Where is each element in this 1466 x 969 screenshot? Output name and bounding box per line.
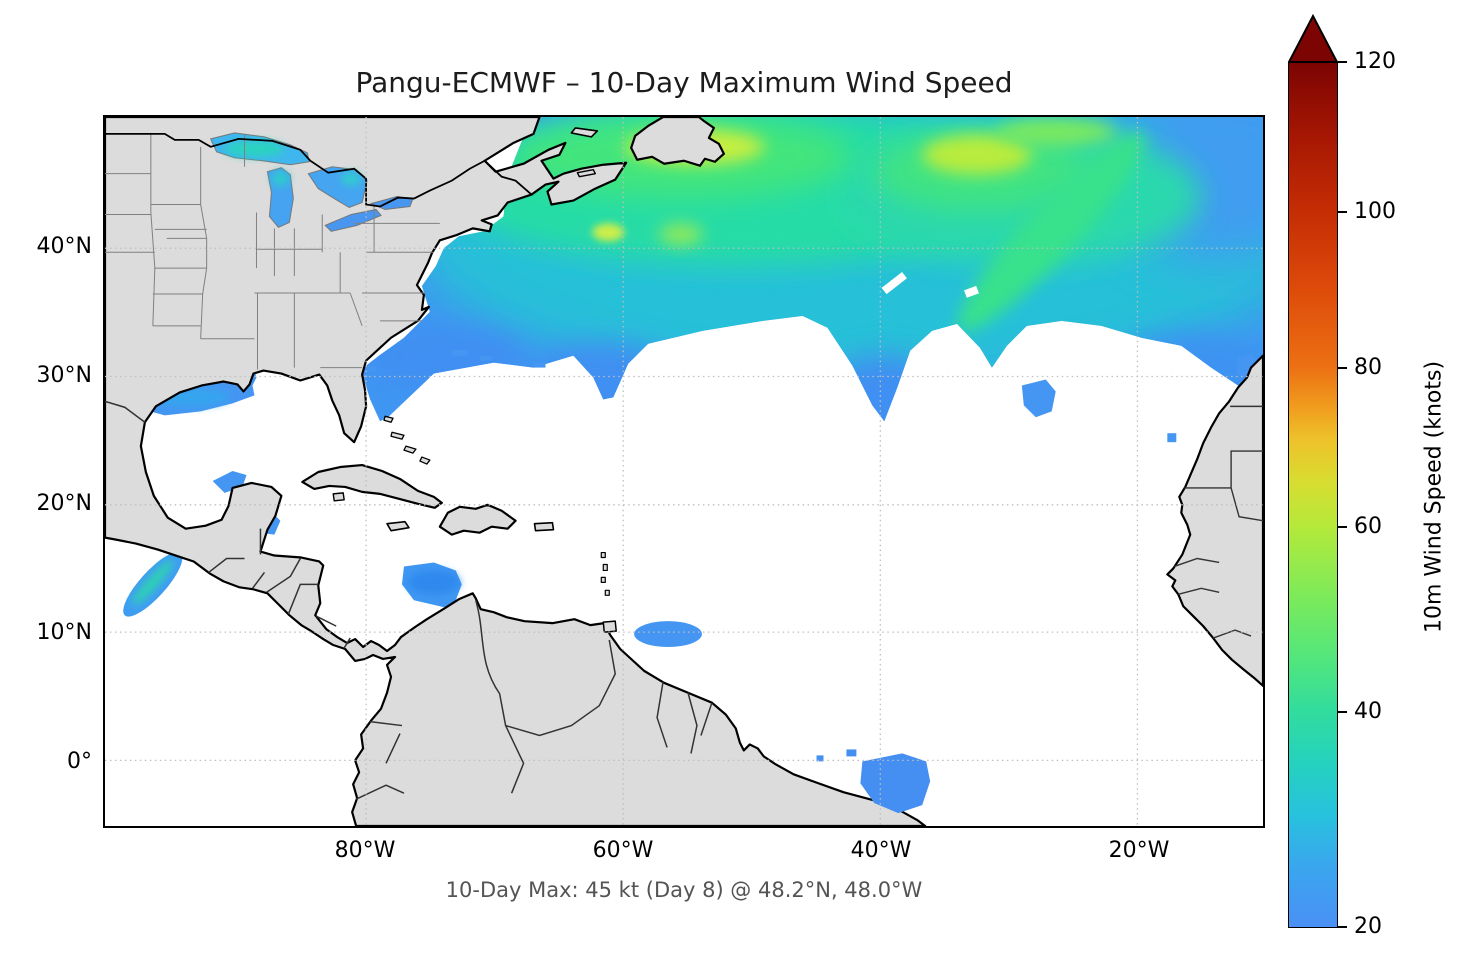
- land-anticosti-island: [570, 127, 599, 138]
- colorbar-tick-label-20: 20: [1354, 914, 1382, 939]
- y-tick-label-10n: 10°N: [36, 620, 92, 645]
- map-plot-area: [103, 115, 1265, 828]
- gridlines: [105, 117, 1263, 826]
- land-africa: [1166, 354, 1263, 687]
- colorbar-gradient: [1288, 62, 1338, 928]
- x-tick-label-80w: 80°W: [334, 838, 396, 863]
- land-newfoundland: [630, 117, 725, 167]
- land-masses: [105, 117, 1263, 826]
- max-wind-caption: 10-Day Max: 45 kt (Day 8) @ 48.2°N, 48.0…: [445, 878, 923, 902]
- wind-patch-madeira: [1021, 379, 1056, 418]
- land-prince-edward-island: [576, 169, 597, 178]
- colorbar-tick-label-60: 60: [1354, 514, 1382, 539]
- land-lesser-antilles: [600, 551, 610, 596]
- land-jamaica: [386, 520, 410, 532]
- colorbar-tick: [1338, 526, 1347, 528]
- colorbar-tick: [1338, 61, 1347, 63]
- y-tick-label-20n: 20°N: [36, 491, 92, 516]
- state-borders: [105, 132, 440, 370]
- land-bahamas: [383, 415, 431, 465]
- lake-erie: [324, 208, 382, 232]
- colorbar-tick-label-40: 40: [1354, 699, 1382, 724]
- x-tick-label-20w: 20°W: [1108, 838, 1170, 863]
- map-canvas: [105, 117, 1263, 826]
- wind-patch-brazil-coast: [860, 753, 931, 814]
- colorbar-tick-label-120: 120: [1354, 49, 1396, 74]
- great-lakes: [209, 132, 414, 232]
- colorbar-axis-label: 10m Wind Speed (knots): [1421, 360, 1447, 634]
- wind-field-atlantic: [362, 117, 1263, 422]
- country-borders-america: [105, 400, 713, 800]
- y-tick-label-40n: 40°N: [36, 234, 92, 259]
- land-isle-of-youth: [332, 492, 345, 502]
- canada-us-border: [105, 133, 533, 208]
- wind-patch-tehuantepec-jet: [123, 552, 183, 617]
- colorbar-extend-arrow: [1288, 14, 1338, 63]
- x-tick-label-40w: 40°W: [850, 838, 912, 863]
- colorbar-tick: [1338, 711, 1347, 713]
- y-tick-label-0: 0°: [67, 749, 92, 774]
- y-tick-label-30n: 30°N: [36, 363, 92, 388]
- x-tick-label-60w: 60°W: [592, 838, 654, 863]
- land-trinidad: [602, 620, 617, 633]
- colorbar-tick-label-80: 80: [1354, 355, 1382, 380]
- colorbar-tick: [1338, 211, 1347, 213]
- colorbar-tick: [1338, 367, 1347, 369]
- wind-patch-trinidad-ne: [634, 621, 702, 648]
- land-puerto-rico: [533, 521, 555, 532]
- page-title: Pangu-ECMWF – 10-Day Maximum Wind Speed: [355, 66, 1013, 99]
- land-americas: [105, 117, 927, 826]
- colorbar-tick-label-100: 100: [1354, 199, 1396, 224]
- colorbar-tick: [1338, 926, 1347, 928]
- country-borders-africa: [1174, 405, 1263, 639]
- land-hispaniola: [438, 503, 517, 536]
- land-cuba: [301, 463, 443, 509]
